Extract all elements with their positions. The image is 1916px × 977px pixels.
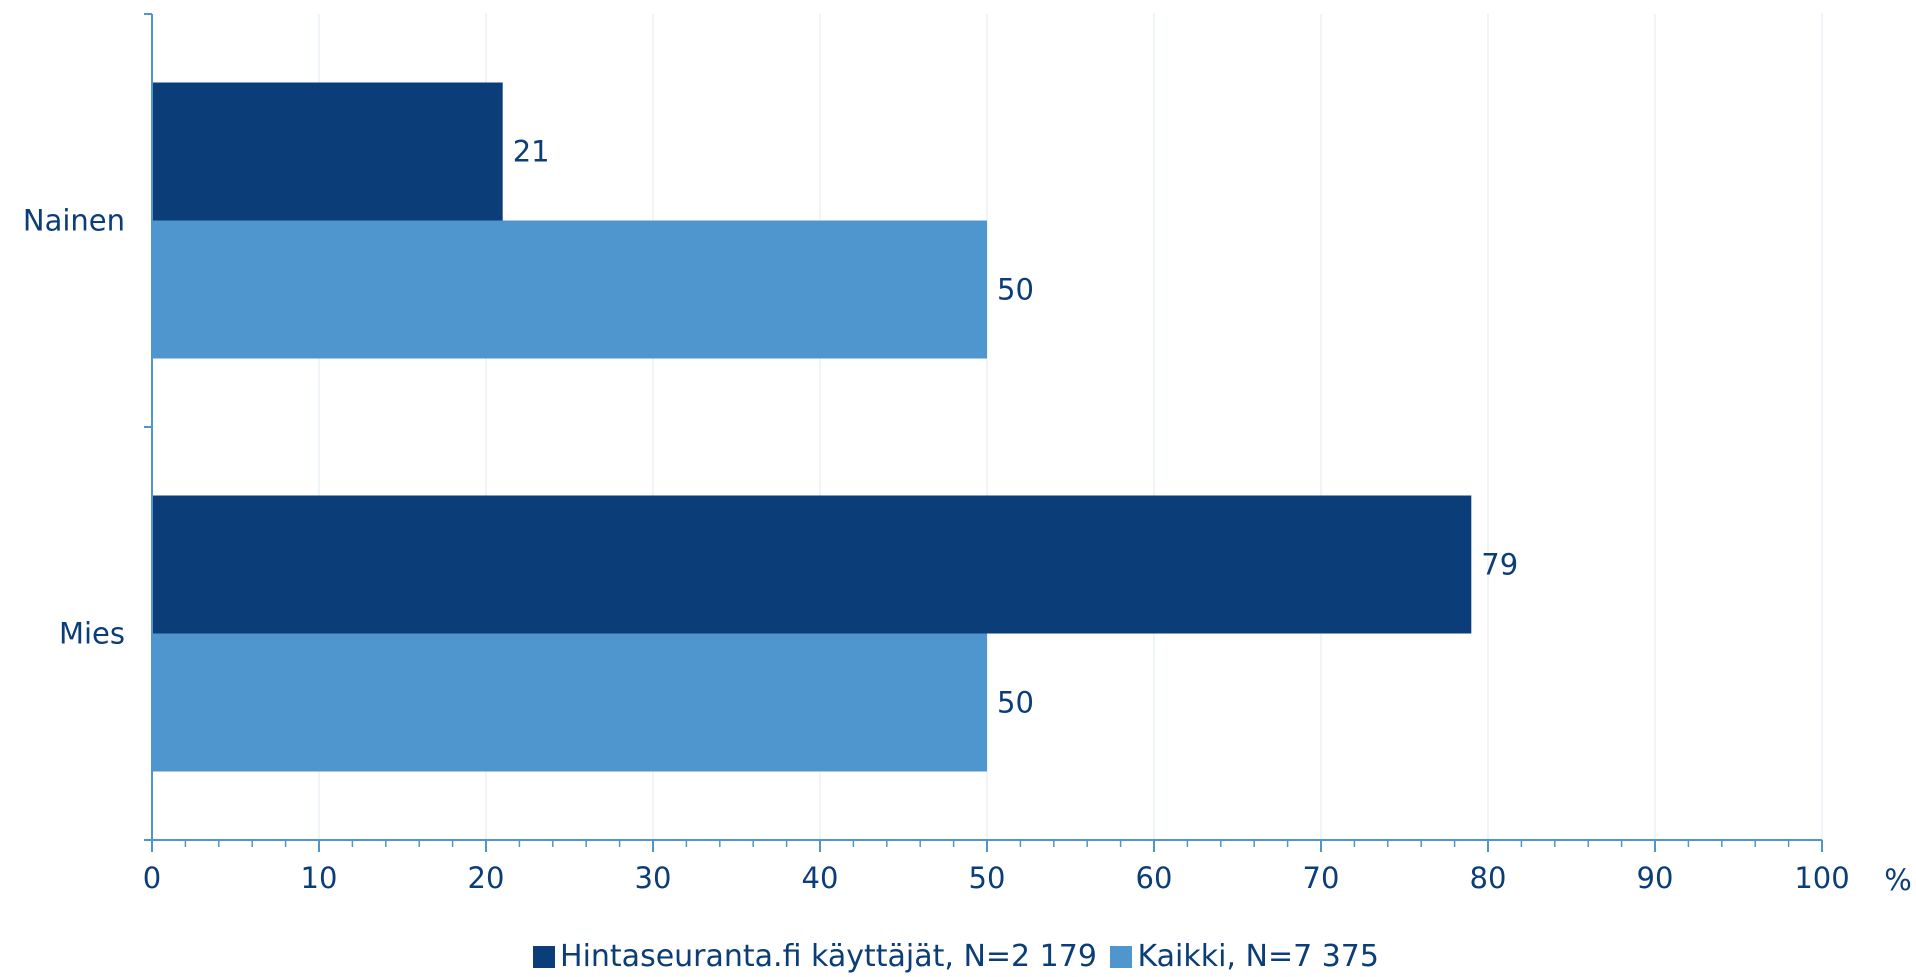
bars xyxy=(152,83,1471,772)
x-tick-label-30: 30 xyxy=(635,861,672,895)
x-tick-label-90: 90 xyxy=(1637,861,1674,895)
data-label-nainen-series-0: 21 xyxy=(513,135,550,169)
legend: Hintaseuranta.fi käyttäjät, N=2 179 Kaik… xyxy=(0,938,1916,974)
legend-label-hintaseuranta: Hintaseuranta.fi käyttäjät, N=2 179 xyxy=(560,939,1097,974)
x-tick-label-70: 70 xyxy=(1303,861,1340,895)
data-label-mies-series-1: 50 xyxy=(997,686,1034,720)
bar-nainen-series-0 xyxy=(152,83,503,221)
x-tick-label-100: 100 xyxy=(1794,861,1849,895)
x-tick-label-80: 80 xyxy=(1470,861,1507,895)
legend-item-hintaseuranta: Hintaseuranta.fi käyttäjät, N=2 179 xyxy=(533,939,1101,974)
category-label-mies: Mies xyxy=(59,617,125,651)
legend-swatch-hintaseuranta xyxy=(533,946,555,968)
x-tick-label-20: 20 xyxy=(468,861,505,895)
category-label-nainen: Nainen xyxy=(23,204,125,238)
data-label-mies-series-0: 79 xyxy=(1481,548,1518,582)
x-tick-label-60: 60 xyxy=(1136,861,1173,895)
bar-mies-series-0 xyxy=(152,496,1471,634)
legend-swatch-kaikki xyxy=(1110,946,1132,968)
x-tick-label-0: 0 xyxy=(143,861,161,895)
bar-nainen-series-1 xyxy=(152,221,987,359)
legend-label-kaikki: Kaikki, N=7 375 xyxy=(1137,939,1378,974)
data-label-nainen-series-1: 50 xyxy=(997,273,1034,307)
x-tick-label-10: 10 xyxy=(301,861,338,895)
x-tick-label-40: 40 xyxy=(802,861,839,895)
x-axis-unit-label: % xyxy=(1884,863,1912,897)
x-tick-label-50: 50 xyxy=(969,861,1006,895)
legend-item-kaikki: Kaikki, N=7 375 xyxy=(1110,939,1382,974)
bar-mies-series-1 xyxy=(152,634,987,772)
